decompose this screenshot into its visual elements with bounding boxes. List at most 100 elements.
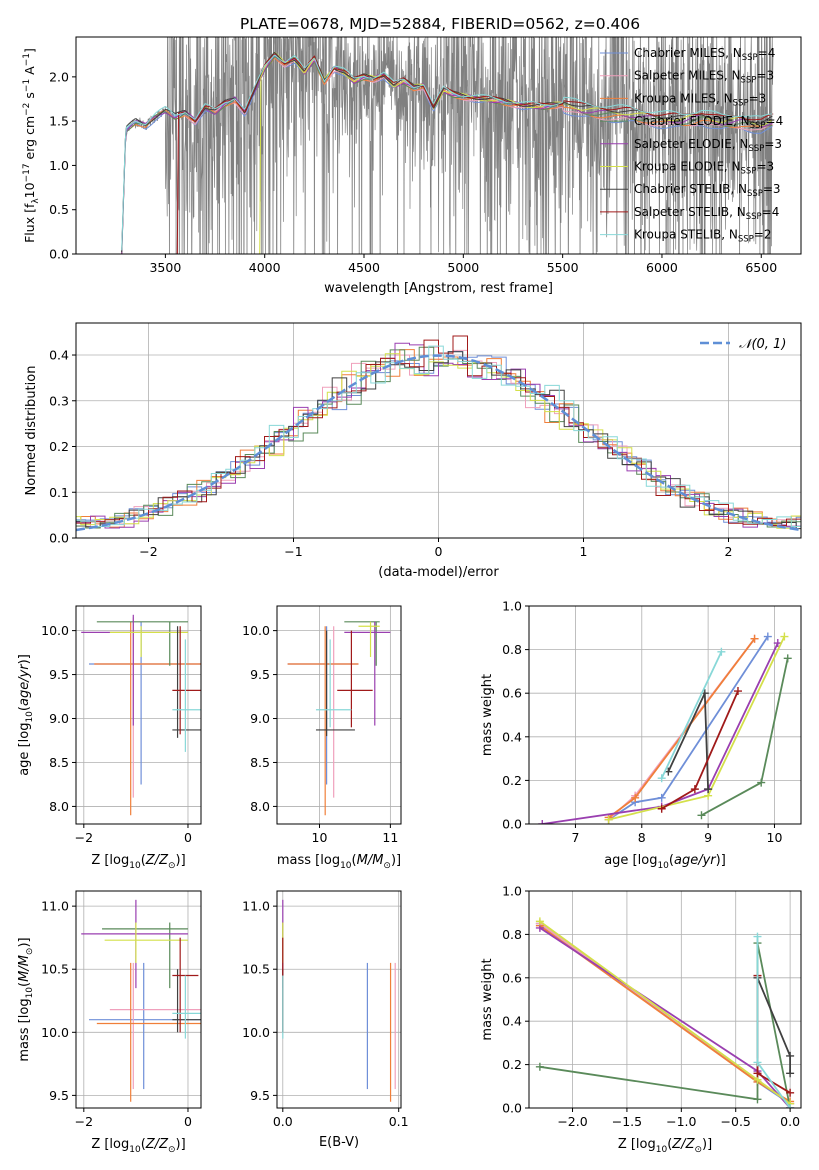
- residual-histogram: [76, 345, 801, 527]
- x-tick-label: −1: [284, 544, 302, 559]
- axes-frame: [75, 605, 202, 825]
- x-axis-label: Z [log10(Z/Z⊙)]: [618, 1137, 712, 1155]
- legend-label: 𝒩(0, 1): [739, 337, 786, 352]
- errorbar-point: [96, 621, 188, 666]
- weight-series: [657, 647, 726, 783]
- y-tick-label: 0.4: [49, 348, 69, 363]
- weight-marker: [657, 774, 666, 783]
- y-tick-label: 11.0: [242, 899, 270, 914]
- errorbar-point: [81, 614, 188, 726]
- y-tick-label: 0.2: [502, 1057, 522, 1072]
- x-tick-label: 3500: [149, 260, 181, 275]
- legend-label: Salpeter ELODIE, NSSP=3: [634, 137, 782, 154]
- plot-area-age-vs-mass: [277, 606, 401, 824]
- x-tick-label: 0: [184, 830, 192, 845]
- x-tick-label: −2: [75, 830, 93, 845]
- x-tick-label: 10: [767, 830, 783, 845]
- weight-marker: [717, 647, 726, 656]
- axes-frame: [528, 605, 802, 825]
- weight-marker: [753, 1095, 762, 1104]
- plot-area-age-vs-Z: [76, 606, 201, 824]
- x-tick-label: 0.0: [273, 1114, 293, 1129]
- axes-massweight-vs-age: 7 8 9 10 0.0 0.2 0.4 0.6 0.8 1.0 age [log10(age/yr…: [480, 599, 802, 871]
- weight-marker: [753, 932, 762, 941]
- y-tick-label: 9.5: [250, 667, 270, 682]
- weight-marker: [657, 793, 666, 802]
- errorbar-point: [344, 621, 380, 666]
- errorbar-point: [109, 962, 201, 1090]
- y-tick-label: 10.0: [242, 623, 270, 638]
- y-tick-label: 0.0: [49, 531, 69, 546]
- x-tick-label: 0.0: [780, 1114, 800, 1129]
- y-tick-label: 0.0: [502, 817, 522, 832]
- spectrum-model-line: [121, 54, 773, 251]
- weight-line: [608, 638, 756, 819]
- errorbar-point: [81, 899, 188, 989]
- y-tick-label: 9.5: [49, 667, 69, 682]
- axis-label-mass: mass [log10(M/M⊙)]: [17, 937, 35, 1061]
- y-tick-label: 0.3: [49, 393, 69, 408]
- y-tick-label: 1.5: [49, 114, 69, 129]
- plot-area-spectrum: [121, 37, 774, 254]
- plot-area-mass-vs-Z: [76, 891, 201, 1108]
- weight-marker: [786, 1051, 795, 1060]
- y-axis-label: mass weight: [480, 674, 495, 756]
- x-tick-label: −0.5: [721, 1114, 751, 1129]
- weight-marker: [704, 785, 713, 794]
- weight-line: [542, 642, 779, 824]
- x-tick-label: 1: [580, 544, 588, 559]
- weight-line: [539, 927, 791, 1108]
- axes-frame: [75, 890, 202, 1109]
- x-tick-label: 4500: [348, 260, 380, 275]
- x-axis-label: wavelength [Angstrom, rest frame]: [324, 281, 553, 296]
- residual-histogram: [76, 351, 801, 530]
- y-tick-label: 0.6: [502, 970, 522, 985]
- weight-series: [753, 932, 795, 1108]
- spectrum-data-line: [123, 37, 774, 254]
- weight-marker: [733, 687, 742, 696]
- weight-marker: [780, 632, 789, 641]
- errorbar-point: [172, 626, 201, 735]
- axes-age-vs-mass: 10 11 8.0 8.5 9.0 9.5 10.0 mass [log10(M/M⊙)]: [242, 605, 402, 871]
- y-tick-label: 9.0: [250, 711, 270, 726]
- weight-marker: [604, 815, 613, 824]
- y-tick-label: 0.8: [502, 642, 522, 657]
- axes-age-vs-Z: −2 0 8.0 8.5 9.0 9.5 10.0 Z [log10(Z/Z⊙)] age [l…: [17, 605, 202, 871]
- errorbar-point: [315, 630, 355, 737]
- weight-marker: [631, 793, 640, 802]
- x-tick-label: 6000: [646, 260, 678, 275]
- legend-label: Chabrier ELODIE, NSSP=4: [634, 114, 783, 131]
- weight-series: [604, 634, 759, 822]
- errorbar-point: [172, 969, 201, 1033]
- y-tick-label: 11.0: [41, 899, 69, 914]
- legend-label: Salpeter STELIB, NSSP=4: [634, 205, 779, 222]
- x-axis-label: Z [log10(Z/Z⊙)]: [91, 853, 185, 871]
- y-tick-label: 1.0: [502, 599, 522, 614]
- errorbar-point: [172, 975, 201, 1039]
- y-tick-label: 10.0: [242, 1025, 270, 1040]
- axes-spectrum: 3500 4000 4500 5000 5500 6000 6500 0.0 0.5 1.0 1.5…: [22, 36, 802, 296]
- x-tick-label: 11: [382, 830, 398, 845]
- axes-residuals: −2 −1 0 1 2 0.0 0.1 0.2 0.3 0.4 (data-model)/error…: [24, 322, 802, 580]
- weight-series: [753, 971, 795, 1097]
- y-tick-label: 0.0: [49, 247, 69, 262]
- y-tick-label: 10.5: [242, 962, 270, 977]
- weight-marker: [757, 778, 766, 787]
- spectrum-model-line: [121, 51, 773, 253]
- legend-label: Salpeter MILES, NSSP=3: [634, 69, 774, 86]
- weight-marker: [750, 634, 759, 643]
- y-tick-label: 8.0: [250, 799, 270, 814]
- y-axis-label: mass weight: [480, 958, 495, 1040]
- weight-series: [535, 917, 795, 1108]
- y-axis-label: Flux [fλ10−17 erg cm−2 s−1 A−1]: [22, 48, 41, 243]
- x-tick-label: 5000: [447, 260, 479, 275]
- axis-label-age: age [log10(age/yr)]: [17, 654, 35, 776]
- weight-series: [538, 639, 782, 824]
- axes-mass-vs-ebv: 0.0 0.1 9.5 10.0 10.5 11.0 E(B-V): [242, 890, 409, 1150]
- weight-marker: [763, 632, 772, 641]
- axis-label-age: age [log10(age/yr)]: [604, 853, 726, 871]
- x-tick-label: 0: [435, 544, 443, 559]
- weight-line: [756, 975, 791, 1094]
- x-tick-label: 7: [571, 830, 579, 845]
